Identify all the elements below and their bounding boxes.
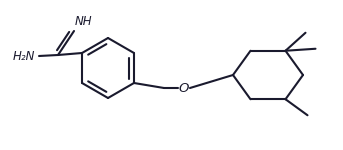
Text: O: O: [179, 81, 189, 94]
Text: NH: NH: [75, 15, 93, 28]
Text: H₂N: H₂N: [13, 50, 35, 63]
